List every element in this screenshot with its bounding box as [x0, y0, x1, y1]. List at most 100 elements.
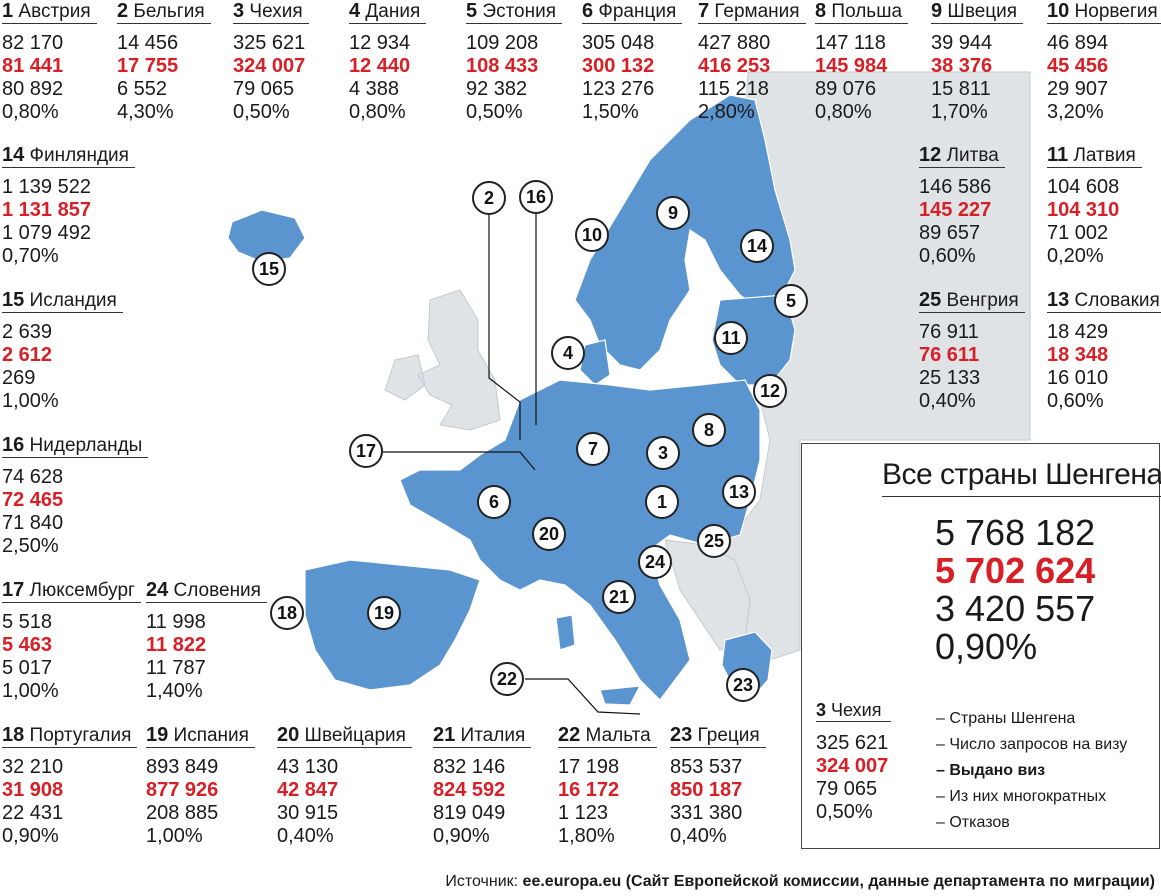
- refusal-rate: 1,00%: [146, 825, 203, 847]
- country-block-luxembourg: 17 Люксембург 5 518 5 463 5 017 1,00%: [2, 579, 142, 703]
- country-header: 21 Италия: [433, 724, 532, 748]
- country-header: 14 Финляндия: [2, 144, 135, 168]
- visas-multiple: 89 076: [815, 78, 877, 100]
- visa-requests: 427 880: [698, 32, 771, 54]
- visas-multiple: 89 657: [919, 222, 981, 244]
- country-header: 18 Португалия: [2, 724, 138, 748]
- map-marker-19: 19: [367, 596, 401, 630]
- visas-multiple: 71 840: [2, 512, 64, 534]
- visas-issued: 18 348: [1047, 344, 1109, 366]
- country-block-norway: 10 Норвегия 46 894 45 456 29 907 3,20%: [1047, 0, 1161, 124]
- visas-multiple: 819 049: [433, 802, 506, 824]
- legend-sample-requests: 325 621: [816, 732, 889, 754]
- country-name: Финляндия: [29, 145, 129, 166]
- country-number: 8: [815, 0, 827, 22]
- map-marker-22: 22: [490, 662, 524, 696]
- country-header: 3 Чехия: [233, 0, 309, 24]
- country-number: 24: [146, 579, 169, 601]
- refusal-rate: 0,40%: [670, 825, 727, 847]
- country-block-france: 6 Франция 305 048 300 132 123 276 1,50%: [582, 0, 700, 124]
- country-number: 18: [2, 724, 25, 746]
- country-block-latvia: 11 Латвия 104 608 104 310 71 002 0,20%: [1047, 144, 1159, 268]
- country-number: 3: [233, 0, 245, 22]
- sicily: [599, 685, 642, 706]
- visas-issued: 2 612: [2, 344, 53, 366]
- country-name: Латвия: [1073, 145, 1136, 166]
- visa-requests: 17 198: [558, 756, 620, 778]
- visas-issued: 42 847: [277, 779, 339, 801]
- visa-requests: 104 608: [1047, 176, 1120, 198]
- country-header: 8 Польша: [815, 0, 909, 24]
- visas-multiple: 269: [2, 367, 36, 389]
- country-block-austria: 1 Австрия 82 170 81 441 80 892 0,80%: [2, 0, 120, 124]
- visas-issued: 108 433: [466, 55, 539, 77]
- country-number: 14: [2, 144, 25, 166]
- visa-requests: 76 911: [919, 321, 979, 343]
- map-marker-23: 23: [726, 668, 760, 702]
- country-number: 19: [146, 724, 169, 746]
- country-block-italy: 21 Италия 832 146 824 592 819 049 0,90%: [433, 724, 551, 848]
- legend-sample-multiple: 79 065: [816, 778, 878, 800]
- denmark: [579, 339, 611, 386]
- iceland: [227, 209, 306, 263]
- country-block-greece: 23 Греция 853 537 850 187 331 380 0,40%: [670, 724, 788, 848]
- map-marker-7: 7: [576, 432, 610, 466]
- legend-item-refusals: – Отказов: [936, 814, 1010, 831]
- map-marker-4: 4: [551, 336, 585, 370]
- map-marker-2: 2: [472, 181, 506, 215]
- country-name: Словения: [173, 580, 261, 601]
- country-header: 11 Латвия: [1047, 144, 1142, 168]
- map-marker-24: 24: [638, 545, 672, 579]
- visas-multiple: 208 885: [146, 802, 219, 824]
- visas-multiple: 79 065: [233, 78, 295, 100]
- leader-line-2: [488, 213, 521, 440]
- country-name: Швейцария: [304, 725, 406, 746]
- uk-ireland: [384, 289, 501, 431]
- visas-multiple: 331 380: [670, 802, 743, 824]
- country-name: Германия: [714, 1, 800, 22]
- visa-requests: 109 208: [466, 32, 539, 54]
- visas-multiple: 25 133: [919, 367, 981, 389]
- country-block-denmark: 4 Дания 12 934 12 440 4 388 0,80%: [349, 0, 467, 124]
- country-number: 2: [117, 0, 129, 22]
- visa-requests: 1 139 522: [2, 176, 91, 198]
- country-header: 6 Франция: [582, 0, 683, 24]
- country-header: 16 Нидерланды: [2, 434, 149, 458]
- visa-requests: 2 639: [2, 321, 53, 343]
- country-name: Бельгия: [133, 1, 205, 22]
- visas-multiple: 30 915: [277, 802, 339, 824]
- country-number: 1: [2, 0, 14, 22]
- source-note: Источник: ee.europa.eu (Сайт Европейской…: [445, 873, 1155, 891]
- visa-requests: 147 118: [815, 32, 886, 54]
- refusal-rate: 2,80%: [698, 101, 755, 123]
- map-marker-15: 15: [252, 252, 286, 286]
- country-name: Мальта: [585, 725, 651, 746]
- visas-issued: 824 592: [433, 779, 506, 801]
- country-block-portugal: 18 Португалия 32 210 31 908 22 431 0,90%: [2, 724, 142, 848]
- map-marker-12: 12: [753, 374, 787, 408]
- visas-issued: 1 131 857: [2, 199, 91, 221]
- visas-issued: 81 441: [2, 55, 64, 77]
- country-header: 7 Германия: [698, 0, 806, 24]
- country-block-czechia: 3 Чехия 325 621 324 007 79 065 0,50%: [233, 0, 351, 124]
- country-header: 17 Люксембург: [2, 579, 141, 603]
- refusal-rate: 0,80%: [349, 101, 406, 123]
- legend-item-requests: – Число запросов на визу: [936, 736, 1128, 753]
- total-requests: 5 768 182: [935, 512, 1096, 553]
- country-number: 15: [2, 289, 25, 311]
- country-block-hungary: 25 Венгрия 76 911 76 611 25 133 0,40%: [919, 289, 1037, 413]
- country-header: 2 Бельгия: [117, 0, 211, 24]
- total-title: Все страны Шенгена: [882, 458, 1161, 497]
- country-number: 4: [349, 0, 361, 22]
- refusal-rate: 0,80%: [815, 101, 872, 123]
- country-header: 13 Словакия: [1047, 289, 1161, 313]
- country-number: 16: [2, 434, 25, 456]
- visas-issued: 104 310: [1047, 199, 1120, 221]
- legend-descriptions: – Страны Шенгена – Число запросов на виз…: [936, 706, 1127, 836]
- country-name: Люксембург: [29, 580, 135, 601]
- legend-item-issued: – Выдано виз: [936, 762, 1046, 779]
- visas-multiple: 6 552: [117, 78, 168, 100]
- visas-issued: 850 187: [670, 779, 743, 801]
- map-marker-16: 16: [519, 180, 553, 214]
